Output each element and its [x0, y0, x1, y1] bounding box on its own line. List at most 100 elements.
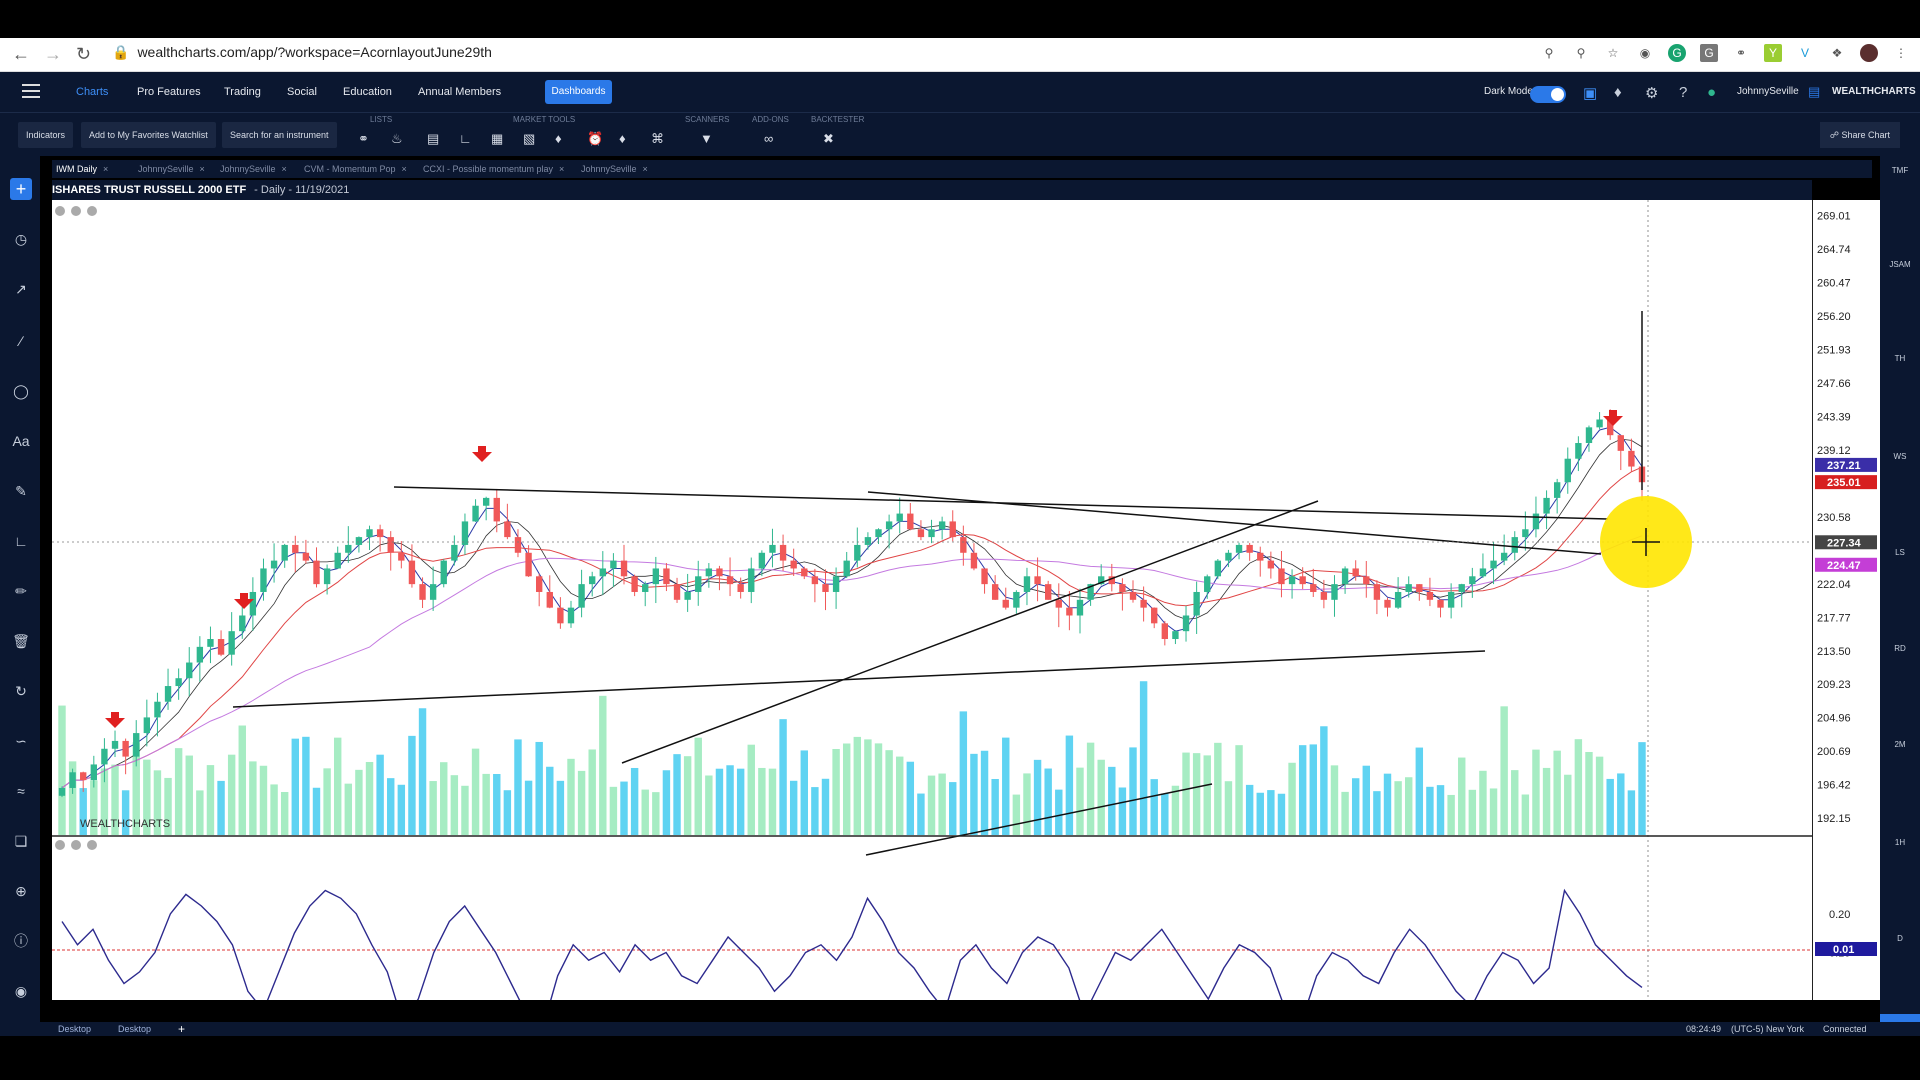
- glasses-icon[interactable]: ⚭: [358, 131, 369, 146]
- add-icon[interactable]: +: [10, 178, 32, 200]
- desktop-tab-1[interactable]: Desktop: [58, 1024, 92, 1034]
- info-icon[interactable]: ⓘ: [14, 933, 28, 949]
- tab-iwm-daily[interactable]: IWM Daily ×: [56, 164, 108, 174]
- extension-v-icon[interactable]: V: [1800, 46, 1809, 60]
- key-icon[interactable]: ⚲: [1544, 46, 1554, 60]
- tab-johnnyseville-1[interactable]: JohnnySeville ×: [138, 164, 205, 174]
- menu-trading[interactable]: Trading: [224, 86, 261, 98]
- close-icon[interactable]: ×: [642, 164, 648, 174]
- volume-bar: [100, 768, 109, 835]
- close-icon[interactable]: ×: [401, 164, 407, 174]
- close-icon[interactable]: ×: [103, 164, 109, 174]
- add-desktop-icon[interactable]: +: [178, 1022, 186, 1036]
- save-icon[interactable]: ▣: [1583, 85, 1598, 102]
- price-axis-label: 264.74: [1817, 244, 1851, 256]
- tf-1h[interactable]: 1H: [1894, 838, 1906, 847]
- network-icon[interactable]: ⌘: [651, 131, 664, 146]
- candle-body: [1129, 591, 1137, 600]
- search-instrument-button[interactable]: Search for an instrument: [222, 122, 337, 148]
- close-icon[interactable]: ×: [199, 164, 205, 174]
- measure-icon[interactable]: ∟: [14, 533, 28, 549]
- tab-ccxi[interactable]: CCXI - Possible momentum play ×: [423, 164, 564, 174]
- extension-g-icon[interactable]: G: [1668, 44, 1686, 62]
- alarm-icon[interactable]: ⏰: [587, 131, 604, 146]
- clock-icon[interactable]: ◷: [14, 231, 28, 247]
- tf-ls[interactable]: LS: [1895, 548, 1905, 557]
- pencil-icon[interactable]: ✎: [15, 483, 27, 499]
- add-favorites-button[interactable]: Add to My Favorites Watchlist: [81, 122, 216, 148]
- menu-social[interactable]: Social: [287, 86, 317, 98]
- price-chart-svg[interactable]: WEALTHCHARTS1521282021081421Feb051118Mar…: [52, 200, 1812, 1032]
- crosshair-icon[interactable]: ⊕: [15, 883, 27, 899]
- url-text[interactable]: wealthcharts.com/app/?workspace=Acornlay…: [137, 44, 492, 60]
- close-icon[interactable]: ×: [281, 164, 287, 174]
- line-chart-icon[interactable]: ∽: [15, 733, 27, 749]
- forward-icon[interactable]: →: [44, 44, 62, 64]
- puzzle-icon[interactable]: ❖: [1831, 46, 1843, 60]
- close-icon[interactable]: ×: [559, 164, 565, 174]
- chart-area[interactable]: WEALTHCHARTS1521282021081421Feb051118Mar…: [52, 200, 1812, 1032]
- extension-y-icon[interactable]: Y: [1764, 44, 1782, 62]
- share-chart-button[interactable]: ☍ Share Chart: [1819, 122, 1900, 148]
- record-icon[interactable]: ◉: [1639, 46, 1651, 60]
- candle-body: [1034, 576, 1041, 585]
- chart-icon[interactable]: ∟: [459, 131, 472, 146]
- help-icon[interactable]: ?: [1679, 84, 1688, 101]
- menu-pro-features[interactable]: Pro Features: [137, 86, 201, 98]
- volume-bar: [397, 784, 406, 835]
- bell-icon[interactable]: ♦: [1614, 84, 1622, 101]
- tf-tmf[interactable]: TMF: [1891, 166, 1909, 175]
- oscillator-line: [61, 888, 1643, 1032]
- star-icon[interactable]: ☆: [1607, 46, 1619, 60]
- user-name[interactable]: JohnnySeville: [1737, 86, 1799, 97]
- extension-gdoc-icon[interactable]: G: [1700, 44, 1718, 62]
- link-icon[interactable]: ∞: [764, 131, 774, 146]
- dashboards-button[interactable]: Dashboards: [545, 80, 612, 104]
- address-bar[interactable]: 🔒 wealthcharts.com/app/?workspace=Acornla…: [112, 44, 492, 61]
- palette-icon[interactable]: ◉: [14, 983, 28, 999]
- flame-icon[interactable]: ♨: [391, 131, 403, 146]
- tf-d[interactable]: D: [1897, 934, 1903, 943]
- zoom-icon[interactable]: ⚲: [1576, 46, 1586, 60]
- backtester-icon[interactable]: ✖: [823, 131, 834, 146]
- gear-icon[interactable]: ⚙: [1645, 85, 1659, 102]
- menu-education[interactable]: Education: [343, 86, 392, 98]
- candle-body: [133, 733, 140, 757]
- tf-th[interactable]: TH: [1894, 354, 1906, 363]
- tab-johnnyseville-3[interactable]: JohnnySeville ×: [581, 164, 648, 174]
- trash-icon[interactable]: 🗑: [12, 633, 30, 649]
- filter-icon[interactable]: ▼: [700, 131, 713, 146]
- ruler-icon[interactable]: ✏: [15, 583, 27, 599]
- bell-ring-icon[interactable]: ♦: [619, 131, 626, 146]
- profile-avatar-icon[interactable]: [1860, 44, 1878, 62]
- tf-rd[interactable]: RD: [1894, 644, 1906, 653]
- alert-bell-icon[interactable]: ♦: [555, 131, 562, 146]
- candle-body: [1055, 599, 1062, 608]
- menu-charts[interactable]: Charts: [76, 86, 109, 98]
- tab-cvm[interactable]: CVM - Momentum Pop ×: [304, 164, 407, 174]
- refresh-icon[interactable]: ↻: [15, 683, 27, 699]
- layers-icon[interactable]: ❏: [14, 833, 28, 849]
- desktop-tab-2[interactable]: Desktop: [118, 1024, 152, 1034]
- indicators-button[interactable]: Indicators: [18, 122, 74, 148]
- tab-johnnyseville-2[interactable]: JohnnySeville ×: [220, 164, 287, 174]
- back-icon[interactable]: ←: [12, 44, 30, 64]
- tf-jsam[interactable]: JSAM: [1889, 260, 1911, 269]
- menu-dots-icon[interactable]: ⋮: [1895, 46, 1907, 60]
- menu-annual-members[interactable]: Annual Members: [418, 86, 502, 98]
- line-tool-icon[interactable]: ∕: [19, 333, 23, 349]
- text-tool-icon[interactable]: Aa: [12, 433, 30, 449]
- news-icon[interactable]: ▤: [427, 131, 440, 146]
- trend-icon[interactable]: ↗: [15, 281, 27, 297]
- dark-mode-toggle[interactable]: [1530, 86, 1566, 103]
- candle-body: [1204, 576, 1211, 592]
- reload-icon[interactable]: ↻: [76, 44, 92, 64]
- calculator-icon[interactable]: ▧: [523, 131, 536, 146]
- tf-ws[interactable]: WS: [1893, 452, 1907, 461]
- tf-2m[interactable]: 2M: [1894, 740, 1906, 749]
- calendar-icon[interactable]: ▦: [491, 131, 504, 146]
- hamburger-menu-icon[interactable]: [22, 84, 40, 98]
- headphones-icon[interactable]: ⚭: [1735, 46, 1747, 60]
- scatter-icon[interactable]: ≈: [17, 783, 25, 799]
- shape-tool-icon[interactable]: ◯: [13, 383, 29, 399]
